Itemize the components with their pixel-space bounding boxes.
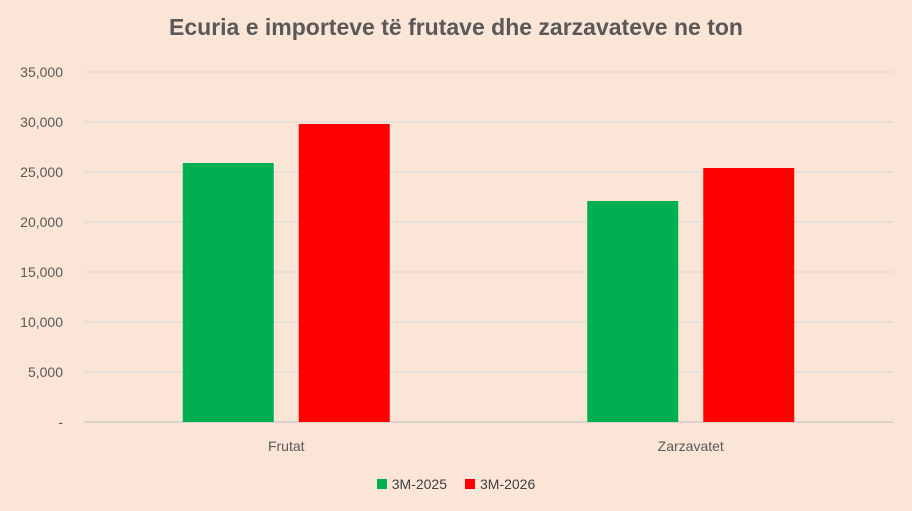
legend-swatch-3m-2025 [376,479,387,489]
legend-label-3m-2025: 3M-2025 [391,476,447,492]
y-tick-label: 30,000 [20,114,63,130]
x-tick-label: Frutat [268,438,305,454]
y-tick-label: 10,000 [20,314,63,330]
legend: 3M-2025 3M-2026 [0,476,912,492]
bar [182,163,274,422]
x-tick-label: Zarzavatet [658,438,724,454]
legend-item-3m-2026: 3M-2026 [465,476,535,492]
bar [703,168,795,422]
y-tick-label: 35,000 [20,64,63,80]
y-tick-label: 20,000 [20,214,63,230]
bar [587,201,679,422]
y-tick-label: 25,000 [20,164,63,180]
legend-swatch-3m-2026 [465,479,475,489]
legend-label-3m-2026: 3M-2026 [480,476,536,492]
chart-title: Ecuria e importeve të frutave dhe zarzav… [169,14,743,40]
y-tick-label: 15,000 [20,264,63,280]
legend-item-3m-2025: 3M-2025 [376,476,447,492]
y-tick-label: 5,000 [28,364,63,380]
y-tick-label: - [58,414,63,430]
bar [298,124,390,422]
